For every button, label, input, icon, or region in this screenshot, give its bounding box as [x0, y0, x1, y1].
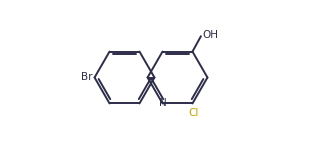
Text: OH: OH — [202, 30, 218, 40]
Text: N: N — [159, 98, 166, 108]
Text: Br: Br — [81, 73, 93, 82]
Text: Cl: Cl — [189, 108, 199, 118]
